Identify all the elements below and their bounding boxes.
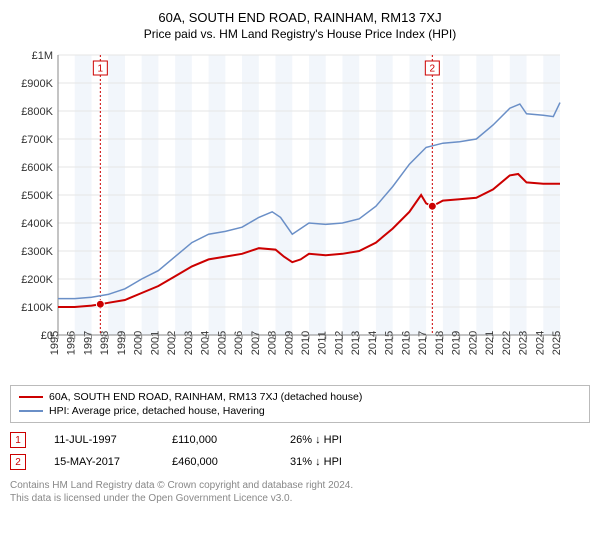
x-tick-label: 2005 bbox=[216, 331, 228, 355]
y-tick-label: £600K bbox=[21, 162, 53, 174]
x-tick-label: 2001 bbox=[149, 331, 161, 355]
legend-item: 60A, SOUTH END ROAD, RAINHAM, RM13 7XJ (… bbox=[19, 390, 581, 404]
y-tick-label: £800K bbox=[21, 106, 53, 118]
chart-subtitle: Price paid vs. HM Land Registry's House … bbox=[10, 27, 590, 41]
x-tick-label: 1995 bbox=[49, 331, 61, 355]
chart-title: 60A, SOUTH END ROAD, RAINHAM, RM13 7XJ bbox=[10, 10, 590, 25]
x-tick-label: 2000 bbox=[133, 331, 145, 355]
transaction-point bbox=[428, 202, 436, 210]
y-tick-label: £400K bbox=[21, 218, 53, 230]
footer-line-1: Contains HM Land Registry data © Crown c… bbox=[10, 479, 590, 492]
transaction-date: 15-MAY-2017 bbox=[54, 456, 144, 468]
x-tick-label: 2007 bbox=[250, 331, 262, 355]
transaction-price: £110,000 bbox=[172, 434, 262, 446]
footer-attribution: Contains HM Land Registry data © Crown c… bbox=[10, 479, 590, 505]
x-tick-label: 2010 bbox=[300, 331, 312, 355]
legend: 60A, SOUTH END ROAD, RAINHAM, RM13 7XJ (… bbox=[10, 385, 590, 423]
legend-label: 60A, SOUTH END ROAD, RAINHAM, RM13 7XJ (… bbox=[49, 391, 362, 403]
x-tick-label: 2024 bbox=[534, 331, 546, 355]
transaction-point bbox=[96, 300, 104, 308]
transaction-delta: 26% ↓ HPI bbox=[290, 434, 380, 446]
x-tick-label: 1999 bbox=[116, 331, 128, 355]
chart-svg: £0£100K£200K£300K£400K£500K£600K£700K£80… bbox=[10, 49, 570, 379]
y-tick-label: £1M bbox=[32, 50, 53, 62]
transaction-date: 11-JUL-1997 bbox=[54, 434, 144, 446]
legend-label: HPI: Average price, detached house, Have… bbox=[49, 405, 265, 417]
legend-swatch bbox=[19, 410, 43, 412]
x-tick-label: 2013 bbox=[350, 331, 362, 355]
x-tick-label: 2018 bbox=[434, 331, 446, 355]
x-tick-label: 2015 bbox=[384, 331, 396, 355]
y-tick-label: £300K bbox=[21, 246, 53, 258]
x-tick-label: 2019 bbox=[451, 331, 463, 355]
transaction-row: 1 11-JUL-1997 £110,000 26% ↓ HPI bbox=[10, 429, 590, 451]
transaction-marker-num: 1 bbox=[10, 432, 26, 448]
x-tick-label: 2009 bbox=[283, 331, 295, 355]
y-tick-label: £900K bbox=[21, 78, 53, 90]
x-tick-label: 2021 bbox=[484, 331, 496, 355]
x-tick-label: 2023 bbox=[518, 331, 530, 355]
legend-item: HPI: Average price, detached house, Have… bbox=[19, 404, 581, 418]
y-tick-label: £100K bbox=[21, 302, 53, 314]
transaction-price: £460,000 bbox=[172, 456, 262, 468]
x-tick-label: 2022 bbox=[501, 331, 513, 355]
chart-area: £0£100K£200K£300K£400K£500K£600K£700K£80… bbox=[10, 49, 590, 379]
y-tick-label: £700K bbox=[21, 134, 53, 146]
transaction-delta: 31% ↓ HPI bbox=[290, 456, 380, 468]
x-tick-label: 1997 bbox=[82, 331, 94, 355]
x-tick-label: 2016 bbox=[400, 331, 412, 355]
svg-text:2: 2 bbox=[430, 64, 436, 75]
x-tick-label: 2020 bbox=[467, 331, 479, 355]
x-tick-label: 2017 bbox=[417, 331, 429, 355]
x-tick-label: 2014 bbox=[367, 331, 379, 355]
x-tick-label: 2008 bbox=[267, 331, 279, 355]
x-tick-label: 2003 bbox=[183, 331, 195, 355]
x-tick-label: 2012 bbox=[333, 331, 345, 355]
x-tick-label: 2025 bbox=[551, 331, 563, 355]
footer-line-2: This data is licensed under the Open Gov… bbox=[10, 492, 590, 505]
y-tick-label: £200K bbox=[21, 274, 53, 286]
x-tick-label: 2004 bbox=[200, 331, 212, 355]
x-tick-label: 2002 bbox=[166, 331, 178, 355]
x-tick-label: 1998 bbox=[99, 331, 111, 355]
x-tick-label: 1996 bbox=[66, 331, 78, 355]
transaction-row: 2 15-MAY-2017 £460,000 31% ↓ HPI bbox=[10, 451, 590, 473]
transactions-table: 1 11-JUL-1997 £110,000 26% ↓ HPI 2 15-MAY-201… bbox=[10, 429, 590, 473]
y-tick-label: £500K bbox=[21, 190, 53, 202]
svg-text:1: 1 bbox=[98, 64, 104, 75]
legend-swatch bbox=[19, 396, 43, 398]
x-tick-label: 2006 bbox=[233, 331, 245, 355]
transaction-marker-num: 2 bbox=[10, 454, 26, 470]
